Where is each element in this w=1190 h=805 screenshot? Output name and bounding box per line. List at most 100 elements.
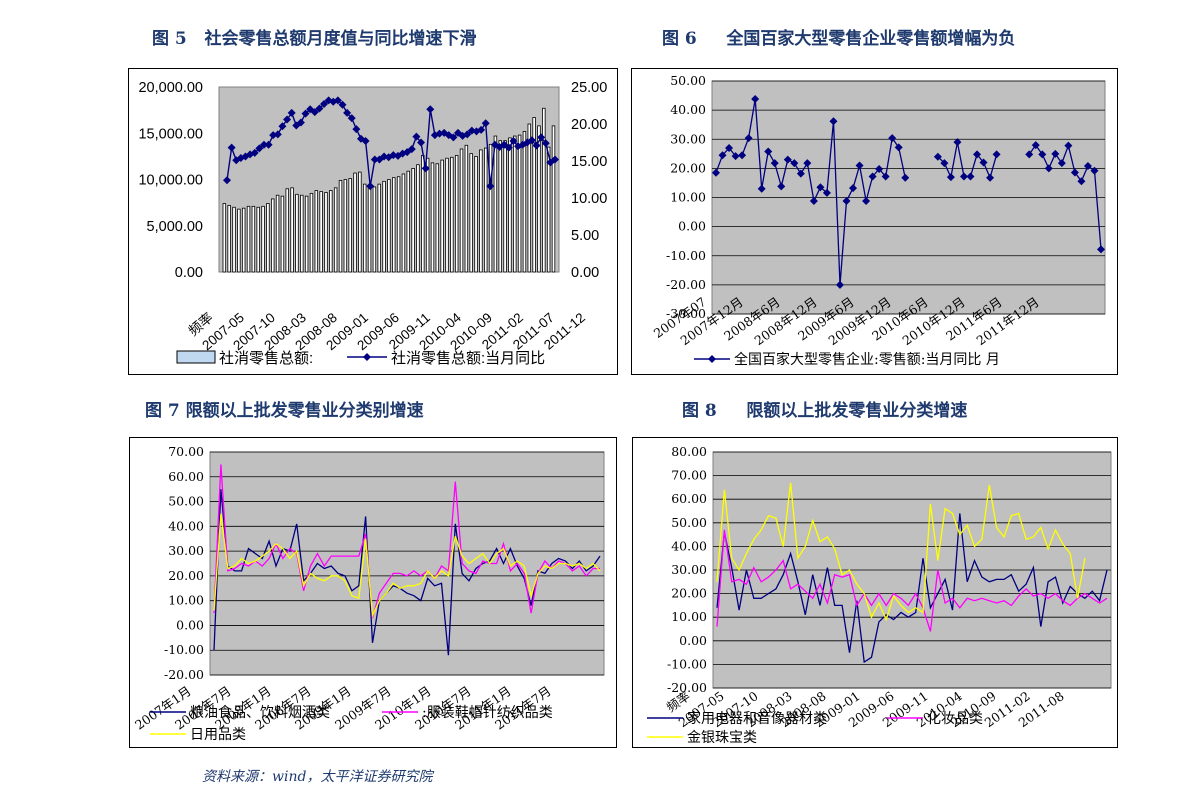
fig6-data-point [712,168,720,177]
fig5-bar [411,168,415,273]
fig6-data-point [1077,177,1086,186]
fig5-bar [522,131,527,273]
fig5-data-point [477,125,486,134]
fig5-data-point [527,136,536,145]
fig5-bar [483,147,488,273]
fig5-bar [256,206,260,273]
fig5-data-point [227,143,236,152]
fig5-bar [358,171,362,273]
fig5-bar [474,155,478,273]
fig5-data-point [301,109,310,118]
figure-7-title: 图 7 限额以上批发零售业分类别增速 [145,396,424,421]
fig5-data-point [421,164,430,173]
fig5-data-point [458,131,467,140]
fig5-bar [362,183,367,273]
fig7-legend-label-0: 粮油食品、饮料烟酒类 [190,704,330,721]
fig6-data-point [829,117,838,126]
fig7-legend-label-2: 日用品类 [190,727,246,743]
fig5-bar [387,179,391,273]
fig5-data-point [343,108,352,117]
chart-fig8: -20.00 -10.00 0.00 10.00 20.00 30.00 40.00 50.0… [647,444,1112,746]
fig5-bar [527,123,532,273]
fig5-bar [406,170,411,273]
fig5-right-tick-label: 15.00 [571,154,607,170]
fig5-data-point [320,100,329,109]
fig8-y-tick-label: -20.00 [667,680,707,695]
fig7-series-line-1 [213,464,600,619]
fig5-data-point [241,152,250,161]
fig6-data-point [803,159,812,168]
fig5-data-point [315,104,324,113]
fig5-data-point [361,137,370,146]
fig5-data-point [380,152,389,161]
figure-5-caption: 社会零售总额月度值与同比增速下滑 [204,29,477,49]
fig6-data-point [1051,149,1060,158]
figure-8-number: 图 8 [682,401,717,421]
fig7-y-tick-label: -10.00 [164,642,204,657]
fig5-bar [275,194,280,273]
fig6-y-tick-label: 40.00 [670,102,706,117]
fig6-y-tick-label: -30.00 [666,306,706,321]
fig5-bar [537,125,541,273]
figure-7-number: 图 7 [145,401,180,421]
figure-8-title: 图 8 限额以上批发零售业分类增速 [682,396,967,421]
fig6-data-point [881,172,890,181]
fig5-bar [309,192,314,273]
fig5-data-point [449,133,458,142]
fig7-y-tick-label: 70.00 [168,444,204,459]
fig6-data-point [835,280,844,289]
fig6-y-tick-label: -10.00 [666,248,706,263]
fig6-data-point [1070,168,1079,177]
fig5-bar [237,208,241,273]
fig5-bar [513,135,517,273]
fig5-data-point [453,128,462,137]
fig7-y-tick-label: 30.00 [168,543,204,558]
fig6-y-tick-label: -20.00 [666,277,706,292]
fig5-bar [353,172,357,273]
fig8-y-tick-label: 30.00 [671,562,707,577]
fig5-data-point [352,125,361,134]
fig6-y-tick-label: 50.00 [670,73,706,88]
fig6-data-point [986,173,995,182]
fig5-bar [517,134,522,273]
figure-6-caption: 全国百家大型零售企业零售额增幅为负 [726,29,1016,49]
fig6-data-point [973,150,982,159]
fig8-legend-label-2: 金银珠宝类 [687,730,757,746]
fig5-bar [314,190,319,273]
fig5-bar [271,198,275,273]
fig7-y-tick-label: 50.00 [168,494,204,509]
fig5-right-tick-label: 20.00 [571,117,607,133]
fig5-data-point [310,108,319,117]
fig7-series-line-2 [213,513,601,618]
fig5-data-point [246,150,255,159]
fig5-data-point [426,105,435,114]
fig5-bar [551,125,556,273]
fig5-legend-swatch-bar [176,350,216,364]
fig6-data-point [738,151,747,160]
fig5-bar [251,205,256,273]
fig5-bar [372,186,377,273]
figure-5-title: 图 5 社会零售总额月度值与同比增速下滑 [152,24,477,49]
figure-6-title: 图 6 全国百家大型零售企业零售额增幅为负 [662,24,1015,49]
fig5-bar [445,157,449,273]
fig5-data-point [440,128,449,137]
fig8-legend-label-0: 家用电器和音像器材类 [687,710,827,727]
fig6-data-point [718,151,727,160]
fig5-bar [241,207,246,273]
fig8-y-tick-label: 0.00 [679,633,707,648]
fig8-y-tick-label: 40.00 [671,538,707,553]
fig6-data-point [940,159,949,168]
fig6-data-point [1064,141,1073,150]
fig5-bar [396,176,401,273]
fig5-data-point [250,148,259,157]
fig5-data-point [444,131,453,140]
fig5-data-point [259,140,268,149]
fig5-bar [232,206,236,273]
fig6-data-point [751,95,760,104]
fig5-legend-label-0: 社消零售总额: [219,350,313,367]
fig5-data-point [283,115,292,124]
fig5-data-point [407,145,416,154]
fig5-data-point [463,130,472,139]
fig5-bar [343,179,348,273]
fig5-bar [280,195,285,273]
